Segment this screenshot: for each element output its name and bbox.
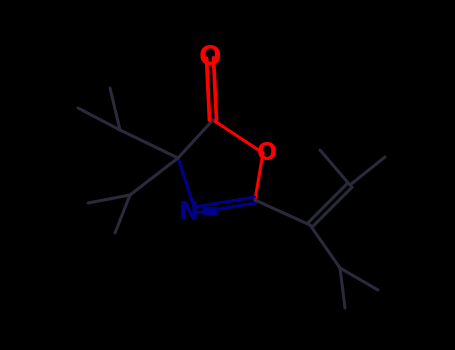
Text: =: = xyxy=(199,200,219,224)
Text: N: N xyxy=(179,200,199,224)
Text: O: O xyxy=(199,45,221,71)
Text: O: O xyxy=(257,141,277,165)
